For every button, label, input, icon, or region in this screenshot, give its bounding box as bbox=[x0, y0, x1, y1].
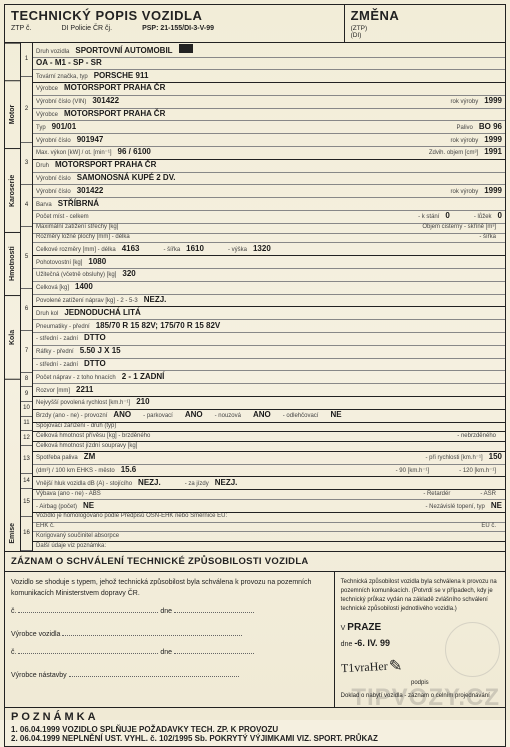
rozvor: 2211 bbox=[76, 385, 93, 395]
barva: STŘÍBRNÁ bbox=[58, 199, 99, 209]
rok1: 1999 bbox=[484, 96, 502, 106]
pohot: 1080 bbox=[88, 257, 106, 267]
title-left: TECHNICKÝ POPIS VOZIDLA bbox=[11, 8, 338, 23]
main-grid: Motor Karoserie Hmotnosti Kola Emise 1 2… bbox=[4, 43, 506, 552]
pocet-naprav: 2 - 1 ZADNÍ bbox=[122, 372, 165, 382]
ztp-label: ZTP č. bbox=[11, 25, 31, 32]
signature: T1vraHer bbox=[340, 657, 388, 677]
approval-text1: Vozidlo se shoduje s typem, jehož techni… bbox=[11, 578, 328, 599]
sec-hmotnosti: Hmotnosti bbox=[5, 232, 20, 295]
druh-kol: JEDNODUCHÁ LITÁ bbox=[64, 308, 140, 318]
sec-1 bbox=[5, 43, 20, 80]
vykon: 96 / 6100 bbox=[118, 147, 151, 157]
rychlost: 210 bbox=[136, 397, 149, 407]
di-label: DI Policie ČR čj. bbox=[61, 25, 112, 32]
approval-title: ZÁZNAM O SCHVÁLENÍ TECHNICKÉ ZPŮSOBILOST… bbox=[4, 552, 506, 572]
approval-text2: Technická způsobilost vozidla byla schvá… bbox=[341, 578, 499, 614]
objem: 1991 bbox=[484, 147, 502, 157]
karoserie: SAMONOSNÁ KUPÉ 2 DV. bbox=[77, 173, 176, 183]
header: TECHNICKÝ POPIS VOZIDLA ZTP č. DI Polici… bbox=[4, 4, 506, 43]
watermark: TIPVOZY.CZ bbox=[351, 684, 500, 712]
sec-kola: Kola bbox=[5, 295, 20, 379]
sec-motor: Motor bbox=[5, 80, 20, 148]
palivo: BO 96 bbox=[479, 122, 502, 132]
znacka: PORSCHE 911 bbox=[94, 71, 149, 81]
sec-emise: Emise bbox=[5, 516, 20, 552]
stamp-icon bbox=[445, 622, 500, 677]
place: PRAZE bbox=[347, 622, 381, 633]
di-r: (DI) bbox=[351, 32, 499, 39]
rafky: 5.50 J X 15 bbox=[80, 346, 121, 356]
content: Druh vozidlaSPORTOVNÍ AUTOMOBIL OA - M1 … bbox=[33, 43, 505, 551]
psp-value: PSP: 21-155/DI-3-V-99 bbox=[142, 25, 214, 32]
notes-section: POZNÁMKA 1. 06.04.1999 VOZIDLO SPLŇUJE P… bbox=[4, 708, 506, 747]
title-right: ZMĚNA bbox=[351, 8, 499, 23]
sec-karoserie: Karoserie bbox=[5, 148, 20, 232]
druh-vozidla: SPORTOVNÍ AUTOMOBIL bbox=[75, 46, 172, 56]
sec-other bbox=[5, 379, 20, 516]
vyrobce-motor: MOTORSPORT PRAHA ČR bbox=[64, 83, 165, 93]
notes-title: POZNÁMKA bbox=[11, 711, 499, 723]
nezj: NEZJ. bbox=[144, 295, 167, 305]
note-2: 2. 06.04.1999 NEPLNĚNÍ UST. VYHL. č. 102… bbox=[11, 734, 499, 743]
pneu: 185/70 R 15 82V; 175/70 R 15 82V bbox=[96, 321, 221, 331]
spotreba: 15.6 bbox=[121, 465, 137, 475]
date: -6. IV. 99 bbox=[354, 638, 390, 648]
ztp-r: (ZTP) bbox=[351, 25, 499, 32]
oa-code: OA - M1 - SP - SR bbox=[36, 58, 102, 68]
black-box bbox=[179, 44, 193, 53]
note-1: 1. 06.04.1999 VOZIDLO SPLŇUJE POŽADAVKY … bbox=[11, 725, 499, 734]
